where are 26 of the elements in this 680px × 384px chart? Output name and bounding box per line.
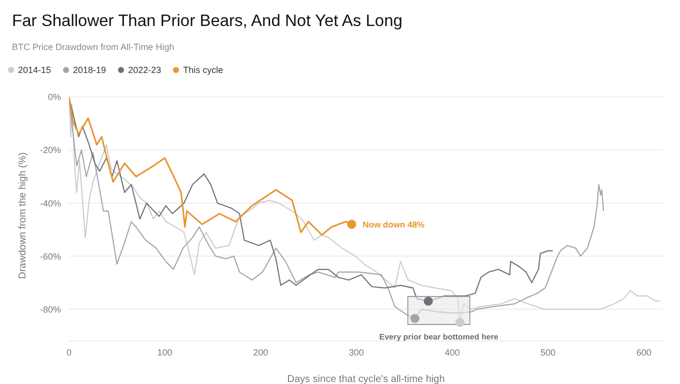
chart-title: Far Shallower Than Prior Bears, And Not Yet As Long (12, 12, 402, 31)
x-tick-label: 300 (348, 347, 364, 358)
x-tick-label: 200 (253, 347, 268, 358)
y-tick-label: -40% (40, 198, 61, 208)
x-tick-label: 100 (157, 347, 172, 358)
chart-subtitle: BTC Price Drawdown from All-Time High (12, 42, 174, 52)
y-tick-label: -80% (40, 304, 61, 314)
point (424, 296, 433, 306)
x-tick-label: 400 (444, 347, 460, 358)
x-axis-title: Days since that cycle's all-time high (287, 374, 445, 384)
legend-label: 2022-23 (127, 65, 162, 75)
y-tick-label: 0% (48, 92, 61, 102)
point (347, 220, 356, 229)
legend-label: 2018-19 (72, 65, 106, 75)
legend-label: This cycle (182, 65, 224, 75)
legend-label: 2014-15 (17, 65, 52, 75)
y-axis-title: Drawdown from the high (%) (18, 152, 29, 279)
annotation: Every prior bear bottomed here (379, 332, 499, 342)
x-tick-label: 500 (540, 347, 556, 358)
y-tick-label: -60% (40, 251, 61, 262)
x-tick-label: 600 (636, 347, 652, 358)
y-tick-label: -20% (40, 145, 61, 156)
annotation: Now down 48% (362, 219, 425, 230)
point (410, 314, 420, 323)
x-tick-label: 0 (66, 347, 72, 358)
point (455, 318, 464, 327)
